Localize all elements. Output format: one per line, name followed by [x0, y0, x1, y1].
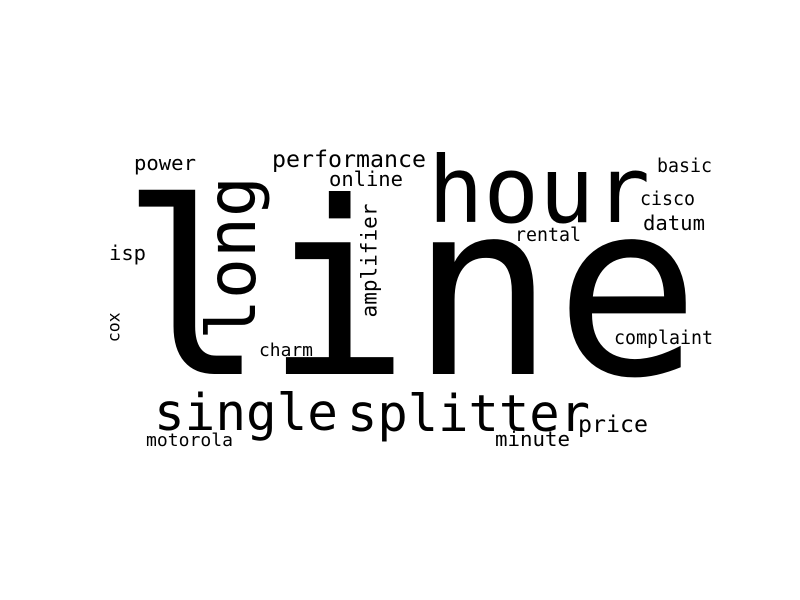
word-online: online	[329, 166, 403, 191]
word-minute: minute	[495, 426, 570, 451]
word-datum: datum	[643, 211, 705, 236]
word-basic: basic	[657, 155, 712, 177]
word-cisco: cisco	[640, 188, 695, 210]
word-price: price	[578, 411, 648, 439]
word-hour: hour	[428, 135, 650, 244]
word-splitter: splitter	[347, 383, 590, 443]
word-motorola: motorola	[146, 429, 233, 451]
word-cox: cox	[104, 312, 124, 342]
word-long: long	[192, 176, 272, 340]
word-complaint: complaint	[614, 328, 713, 350]
word-charm: charm	[259, 340, 313, 362]
word-performance: performance	[272, 146, 426, 174]
word-line: line	[120, 149, 700, 431]
word-rental: rental	[515, 224, 581, 246]
word-power: power	[134, 150, 196, 175]
word-isp: isp	[109, 240, 146, 265]
word-single: single	[154, 383, 338, 443]
word-amplifier: amplifier	[356, 204, 382, 318]
